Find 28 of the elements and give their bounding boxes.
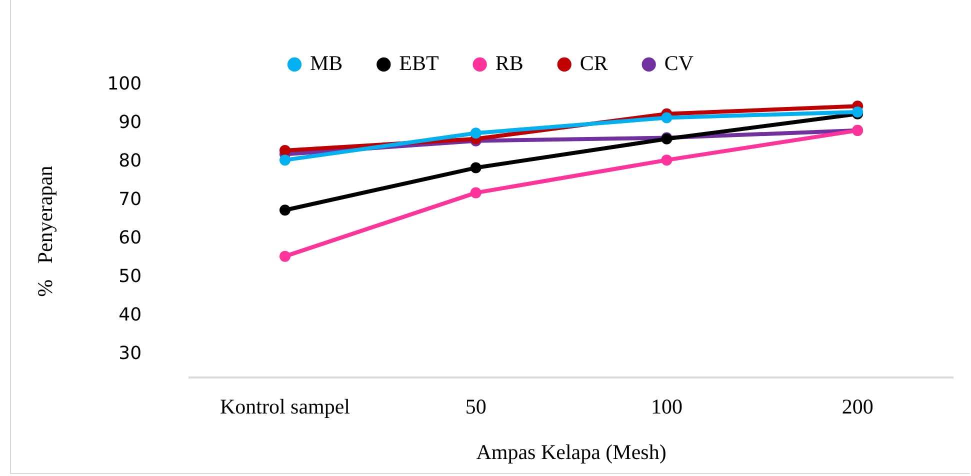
legend-label: RB	[495, 51, 524, 76]
y-tick-label: 60	[118, 228, 142, 249]
x-tick-label: 100	[650, 394, 682, 419]
y-tick-label: 80	[118, 150, 142, 172]
x-tick-label: 50	[465, 394, 486, 419]
point	[470, 187, 482, 198]
x-tick-label: 200	[842, 394, 874, 419]
x-tick-label: Kontrol sampel	[220, 394, 350, 419]
point	[470, 162, 482, 174]
point	[279, 204, 290, 216]
point	[661, 112, 672, 124]
point	[279, 154, 290, 166]
point	[470, 128, 482, 139]
y-tick-label: 30	[118, 343, 142, 364]
point	[661, 154, 672, 166]
x-axis-title: Ampas Kelapa (Mesh)	[476, 440, 666, 464]
legend-label: MB	[310, 51, 343, 76]
y-tick-label: 50	[118, 266, 142, 288]
y-tick-label: 100	[107, 74, 142, 95]
y-tick-label: 70	[118, 189, 142, 210]
y-tick-label: 40	[118, 304, 142, 326]
legend-label: CV	[664, 51, 694, 76]
point	[279, 144, 290, 156]
point	[279, 250, 290, 262]
legend-label: EBT	[399, 51, 439, 76]
y-axis-title: % Penyerapan	[33, 165, 58, 297]
legend-label: CR	[580, 51, 608, 76]
y-tick-label: 90	[118, 112, 142, 134]
